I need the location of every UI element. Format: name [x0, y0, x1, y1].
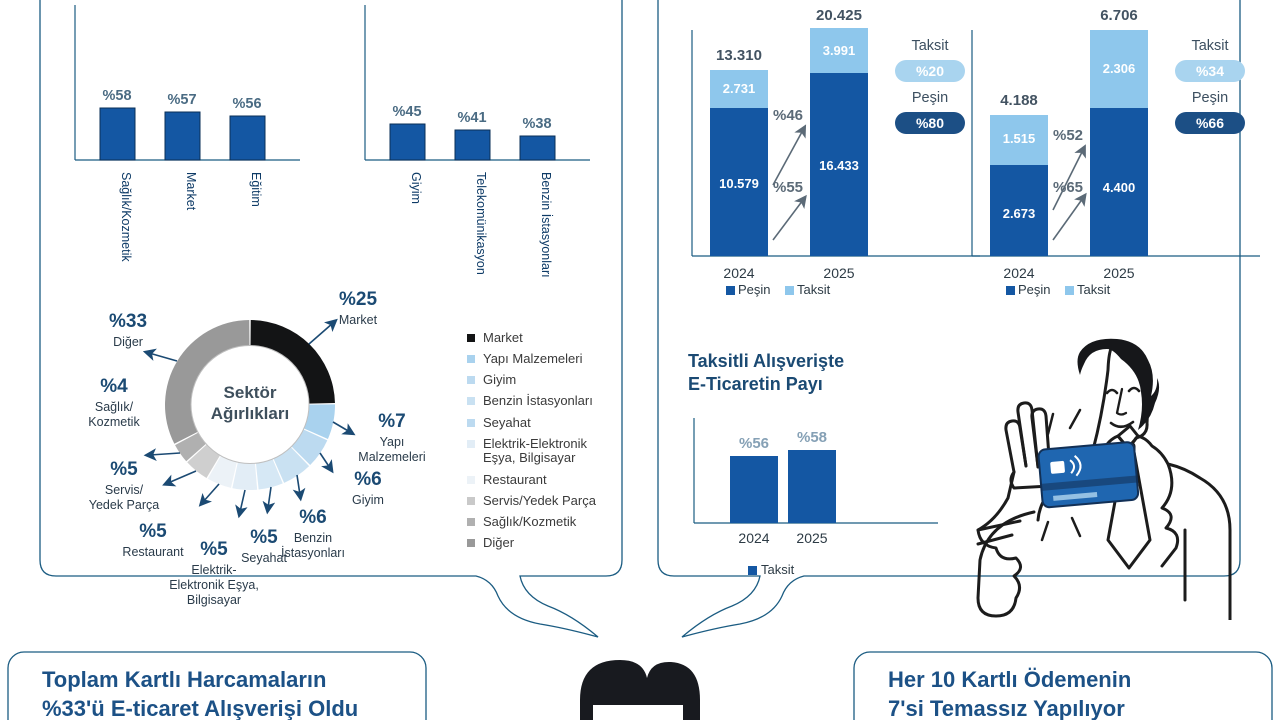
svg-text:%6: %6: [299, 507, 326, 528]
svg-text:%52: %52: [1053, 127, 1083, 144]
svg-text:%5: %5: [110, 459, 138, 480]
svg-text:Seyahat: Seyahat: [241, 551, 287, 565]
svg-text:1.515: 1.515: [1003, 131, 1036, 146]
svg-text:Taksit: Taksit: [1077, 282, 1111, 297]
svg-text:2024: 2024: [1003, 265, 1034, 281]
svg-text:Kozmetik: Kozmetik: [88, 415, 140, 429]
svg-text:2025: 2025: [823, 265, 854, 281]
svg-text:%45: %45: [392, 104, 421, 120]
svg-text:2.673: 2.673: [1003, 206, 1036, 221]
svg-text:%56: %56: [232, 96, 261, 112]
svg-text:Taksit: Taksit: [761, 562, 795, 577]
svg-text:Peşin: Peşin: [1018, 282, 1051, 297]
svg-text:Ağırlıkları: Ağırlıkları: [211, 404, 289, 423]
svg-text:İstasyonları: İstasyonları: [281, 546, 345, 560]
svg-text:%58: %58: [797, 429, 827, 446]
svg-text:Taksit: Taksit: [1191, 38, 1228, 54]
svg-text:Restaurant: Restaurant: [122, 545, 184, 559]
svg-text:6.706: 6.706: [1100, 7, 1138, 24]
svg-text:Peşin: Peşin: [1192, 90, 1228, 106]
svg-text:Yedek Parça: Yedek Parça: [89, 498, 159, 512]
svg-text:%34: %34: [1196, 63, 1224, 79]
svg-text:%46: %46: [773, 107, 803, 124]
svg-text:2024: 2024: [738, 530, 769, 546]
svg-text:4.188: 4.188: [1000, 92, 1038, 109]
svg-text:%41: %41: [457, 110, 486, 126]
svg-text:%65: %65: [1053, 179, 1083, 196]
svg-text:%80: %80: [916, 115, 944, 131]
svg-text:Malzemeleri: Malzemeleri: [358, 450, 425, 464]
svg-text:%7: %7: [378, 411, 405, 432]
svg-text:%5: %5: [250, 527, 278, 548]
svg-text:%5: %5: [200, 539, 228, 560]
svg-text:%20: %20: [916, 63, 944, 79]
svg-text:%25: %25: [339, 289, 377, 310]
svg-text:%38: %38: [522, 116, 551, 132]
svg-text:4.400: 4.400: [1103, 180, 1136, 195]
svg-text:Bilgisayar: Bilgisayar: [187, 593, 241, 607]
svg-text:Benzin: Benzin: [294, 531, 332, 545]
svg-text:2024: 2024: [723, 265, 754, 281]
svg-text:Peşin: Peşin: [912, 90, 948, 106]
svg-text:%4: %4: [100, 376, 128, 397]
svg-text:%66: %66: [1196, 115, 1224, 131]
svg-text:10.579: 10.579: [719, 176, 759, 191]
svg-text:3.991: 3.991: [823, 43, 856, 58]
svg-text:Market: Market: [339, 313, 378, 327]
svg-text:%5: %5: [139, 521, 167, 542]
svg-text:%6: %6: [354, 469, 381, 490]
svg-text:Elektronik Eşya,: Elektronik Eşya,: [169, 578, 259, 592]
svg-text:%57: %57: [167, 92, 196, 108]
svg-text:Peşin: Peşin: [738, 282, 771, 297]
svg-text:%58: %58: [102, 88, 131, 104]
svg-text:2025: 2025: [796, 530, 827, 546]
svg-text:20.425: 20.425: [816, 7, 862, 24]
svg-text:Sektör: Sektör: [224, 383, 277, 402]
svg-text:Taksit: Taksit: [797, 282, 831, 297]
svg-text:%56: %56: [739, 435, 769, 452]
svg-text:Diğer: Diğer: [113, 335, 143, 349]
svg-text:Benzin İstasyonları: Benzin İstasyonları: [539, 172, 553, 278]
svg-text:2025: 2025: [1103, 265, 1134, 281]
svg-text:13.310: 13.310: [716, 47, 762, 64]
svg-text:%33: %33: [109, 311, 147, 332]
svg-text:%55: %55: [773, 179, 803, 196]
svg-text:Taksit: Taksit: [911, 38, 948, 54]
svg-text:Giyim: Giyim: [352, 493, 384, 507]
svg-text:Servis/: Servis/: [105, 483, 144, 497]
svg-text:2.306: 2.306: [1103, 61, 1136, 76]
svg-text:Sağlık/: Sağlık/: [95, 400, 134, 414]
svg-text:Yapı: Yapı: [380, 435, 405, 449]
svg-text:Elektrik-: Elektrik-: [191, 563, 236, 577]
svg-text:16.433: 16.433: [819, 158, 859, 173]
svg-text:2.731: 2.731: [723, 81, 756, 96]
